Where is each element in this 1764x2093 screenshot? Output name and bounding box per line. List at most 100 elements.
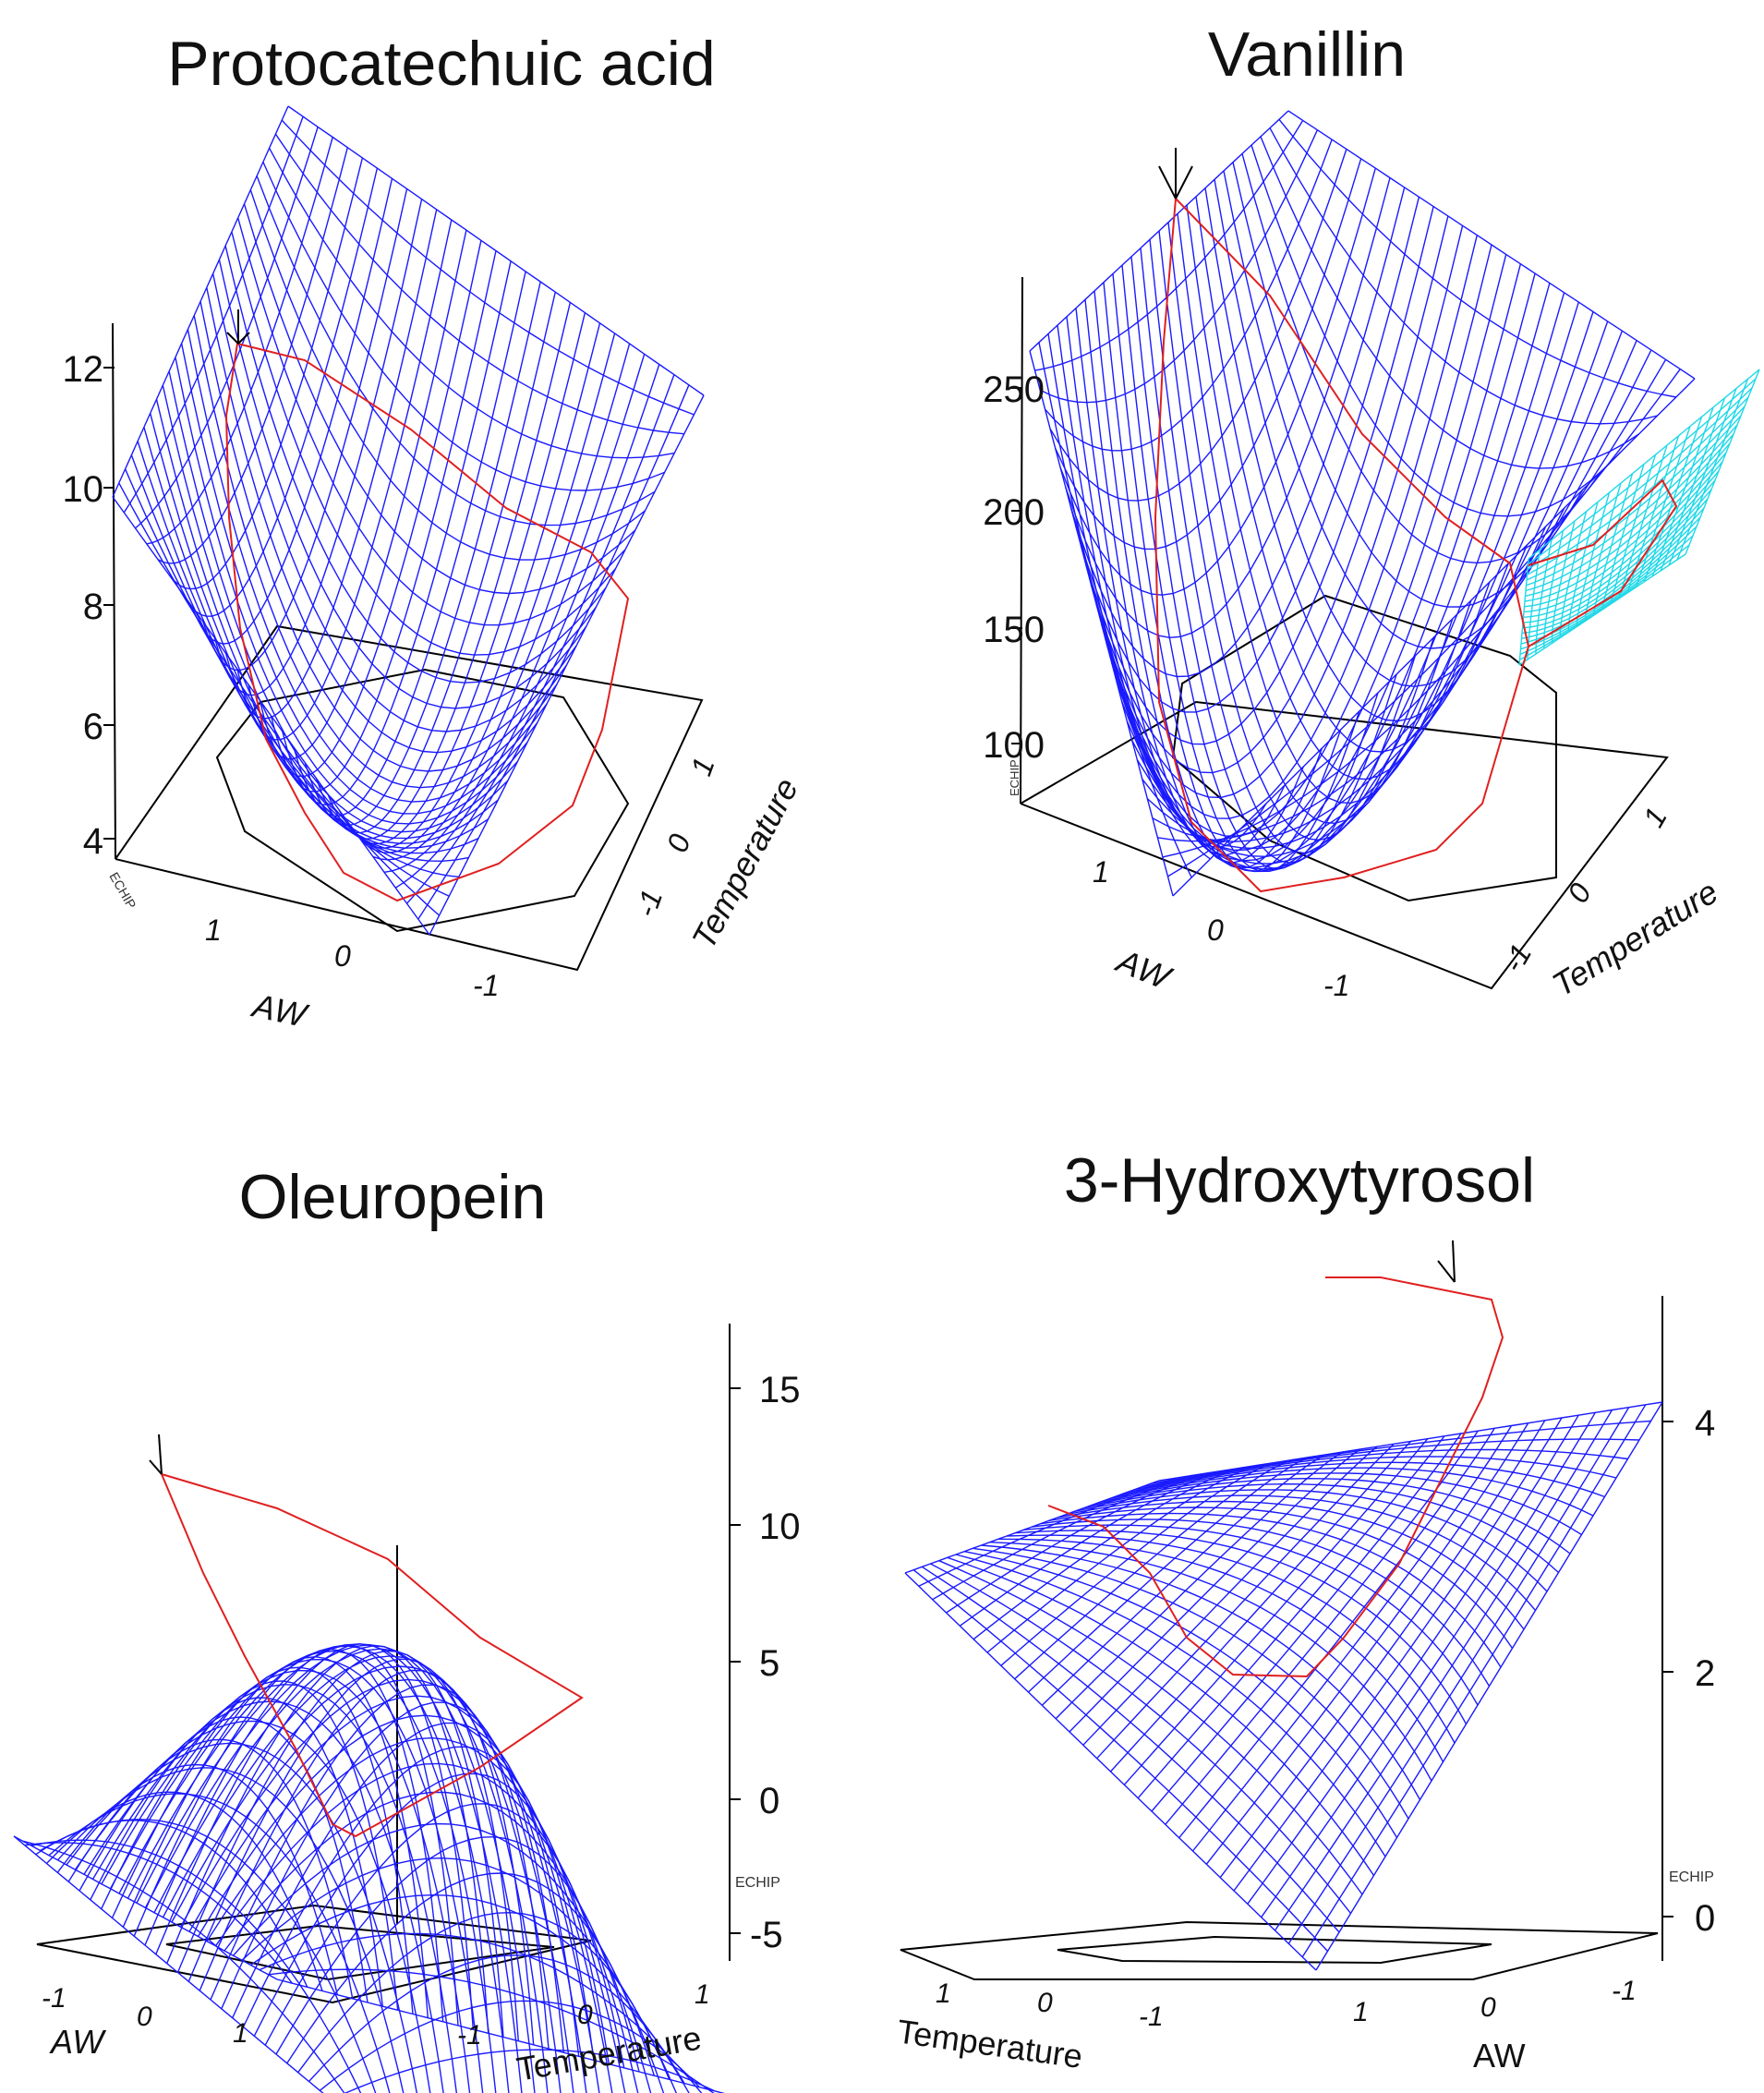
mesh-line xyxy=(274,133,684,435)
chart-svg: Vanillin 100 150 200 xyxy=(983,19,1760,1004)
mesh-line xyxy=(143,427,479,854)
z-axis-line xyxy=(1020,276,1023,805)
mesh-line xyxy=(1274,1409,1613,1931)
mesh-line xyxy=(1106,254,1507,852)
mesh-line xyxy=(1100,244,1492,837)
mesh-line xyxy=(1151,1433,1462,1812)
mesh-line xyxy=(349,322,601,849)
optimum-contour xyxy=(160,1472,584,1838)
marker-left xyxy=(1437,1260,1456,1283)
chart-3-hydroxytyrosol: 3-Hydroxytyrosol 0 2 4 ECHIP 1 0 xyxy=(882,1046,1764,2093)
mesh-line xyxy=(1136,311,1594,865)
z-tick-label: 150 xyxy=(983,610,1045,650)
x-tick-label: -1 xyxy=(1323,969,1349,1002)
mesh-line xyxy=(1269,127,1658,425)
mesh-line xyxy=(1223,170,1565,649)
marker-stem xyxy=(158,1434,163,1475)
chart-title: Protocatechuic acid xyxy=(167,29,715,99)
mesh-line xyxy=(270,250,497,792)
mesh-line xyxy=(243,203,636,595)
z-axis-label: ECHIP xyxy=(1669,1869,1714,1885)
surface-mesh xyxy=(904,1401,1663,1971)
mesh-line xyxy=(1287,1407,1630,1944)
mesh-line xyxy=(231,231,617,656)
mesh-line xyxy=(1158,230,1435,841)
mesh-line xyxy=(1278,118,1676,398)
x-tick-label: 0 xyxy=(1207,913,1224,947)
mesh-line xyxy=(1676,379,1749,561)
x-tick-label: 0 xyxy=(1480,1992,1496,2023)
mesh-line xyxy=(268,1968,715,2093)
optimum-contour xyxy=(1154,196,1530,893)
mesh-line xyxy=(1158,1401,1663,1482)
design-region xyxy=(1171,594,1557,902)
mesh-line xyxy=(1635,426,1691,588)
optimum-marker xyxy=(226,309,250,345)
surface-mesh xyxy=(13,1643,726,2093)
mesh-line xyxy=(315,292,556,834)
z-tick-label: 250 xyxy=(983,369,1045,410)
surface-mesh xyxy=(1029,110,1760,897)
mesh-line xyxy=(1247,1414,1579,1905)
mesh-line xyxy=(249,189,646,561)
z-tick-label: 15 xyxy=(759,1370,801,1410)
floor-outer xyxy=(900,1920,1659,1980)
mesh-line xyxy=(237,217,626,626)
x-tick-label: 0 xyxy=(137,2002,152,2032)
mesh-line xyxy=(319,2000,700,2091)
mesh-line xyxy=(1195,196,1509,753)
marker-left xyxy=(149,1459,163,1475)
mesh-line xyxy=(1520,526,1698,650)
chart-title: 3-Hydroxytyrosol xyxy=(1064,1145,1535,1216)
optimum-contour-light xyxy=(1528,478,1678,647)
z-tick-marks xyxy=(103,367,115,840)
mesh-line xyxy=(206,287,577,754)
z-tick-label: 5 xyxy=(759,1643,779,1684)
mesh-line xyxy=(1075,197,1420,713)
mesh-line xyxy=(259,1932,703,2093)
marker-right xyxy=(237,332,250,345)
mesh-line xyxy=(429,394,705,936)
marker-left xyxy=(226,332,239,345)
mesh-line xyxy=(287,105,705,396)
y-tick-label: -1 xyxy=(1139,2002,1164,2032)
z-axis-label: ECHIP xyxy=(735,1875,780,1891)
mesh-line xyxy=(297,1911,671,2080)
optimum-marker xyxy=(1437,1240,1456,1283)
mesh-line xyxy=(276,1978,726,2093)
mesh-line xyxy=(268,147,675,459)
mesh-line xyxy=(1162,358,1667,858)
mesh-line xyxy=(1651,406,1714,577)
x-axis-label: AW xyxy=(49,2023,106,2061)
y-tick-label: 1 xyxy=(695,1979,710,2010)
mesh-line xyxy=(1287,110,1696,380)
design-region xyxy=(165,1924,555,1981)
mesh-line xyxy=(1133,1448,1628,1491)
x-axis-label: AW xyxy=(248,986,312,1034)
mesh-line xyxy=(1660,397,1726,572)
y-tick-label: 1 xyxy=(1637,802,1673,832)
y-tick-label: -1 xyxy=(1496,938,1538,978)
chart-vanillin: Vanillin 100 150 200 xyxy=(882,0,1764,1046)
mesh-line xyxy=(1110,263,1522,862)
y-tick-label: 0 xyxy=(660,829,697,856)
mesh-line xyxy=(372,343,631,861)
mesh-line xyxy=(1518,553,1686,666)
chart-svg: Oleuropein -5 0 5 1 xyxy=(13,1162,801,2093)
x-tick-label: 1 xyxy=(1093,855,1109,889)
mesh-line xyxy=(1034,120,1304,371)
mesh-line xyxy=(361,333,616,853)
z-axis-line xyxy=(112,322,116,860)
chart-protocatechuic-acid: Protocatechuic acid 4 xyxy=(0,0,882,1046)
mesh-line xyxy=(1120,283,1551,873)
optimum-marker xyxy=(149,1434,163,1475)
mesh-line xyxy=(286,1872,655,2076)
mesh-line xyxy=(394,364,660,889)
y-tick-label: 1 xyxy=(936,1978,951,2009)
mesh-line xyxy=(405,374,675,904)
z-axis-label: ECHIP xyxy=(106,870,139,912)
x-tick-label: 1 xyxy=(1353,1997,1369,2027)
mesh-line xyxy=(304,281,541,827)
mesh-line xyxy=(1142,1438,1640,1488)
